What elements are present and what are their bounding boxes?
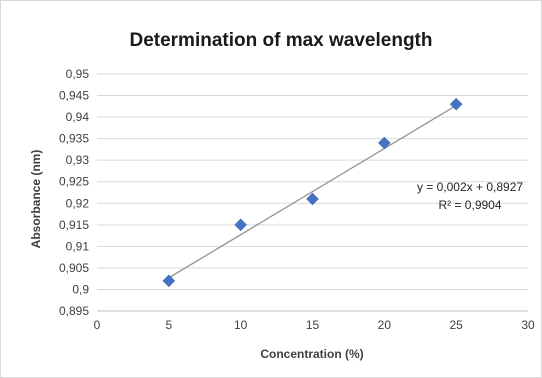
x-tick-label: 20: [378, 318, 392, 332]
y-tick-label: 0,895: [59, 304, 89, 318]
x-tick-labels: 0 5 10 15 20 25 30: [94, 318, 535, 332]
data-point: [377, 136, 391, 150]
data-point: [449, 97, 463, 111]
y-tick-label: 0,93: [66, 153, 90, 167]
y-tick-label: 0,91: [66, 239, 90, 253]
y-tick-label: 0,9: [72, 282, 89, 296]
y-tick-label: 0,935: [59, 132, 89, 146]
x-tick-label: 15: [306, 318, 320, 332]
y-tick-label: 0,945: [59, 89, 89, 103]
x-tick-label: 0: [94, 318, 101, 332]
y-tick-label: 0,94: [66, 110, 90, 124]
y-tick-label: 0,905: [59, 261, 89, 275]
x-tick-label: 25: [449, 318, 463, 332]
x-axis-label: Concentration (%): [260, 347, 363, 361]
chart-title: Determination of max wavelength: [129, 30, 432, 51]
trendline-r-squared: R² = 0,9904: [438, 198, 501, 212]
y-tick-label: 0,92: [66, 196, 90, 210]
data-point: [162, 274, 176, 288]
gridlines: [97, 73, 528, 290]
data-point: [234, 218, 248, 232]
y-axis-label: Absorbance (nm): [29, 150, 43, 249]
x-tick-label: 10: [234, 318, 248, 332]
data-point: [306, 192, 319, 206]
y-tick-label: 0,95: [66, 67, 90, 81]
trendline: [168, 104, 457, 279]
trendline-equation: y = 0,002x + 0,8927: [417, 180, 523, 194]
y-tick-label: 0,915: [59, 218, 89, 232]
y-tick-label: 0,925: [59, 175, 89, 189]
y-tick-labels: 0,895 0,9 0,905 0,91 0,915 0,92 0,925 0,93 0,935…: [59, 67, 89, 318]
data-points: [162, 97, 463, 288]
x-tick-label: 5: [165, 318, 172, 332]
x-tick-label: 30: [521, 318, 535, 332]
